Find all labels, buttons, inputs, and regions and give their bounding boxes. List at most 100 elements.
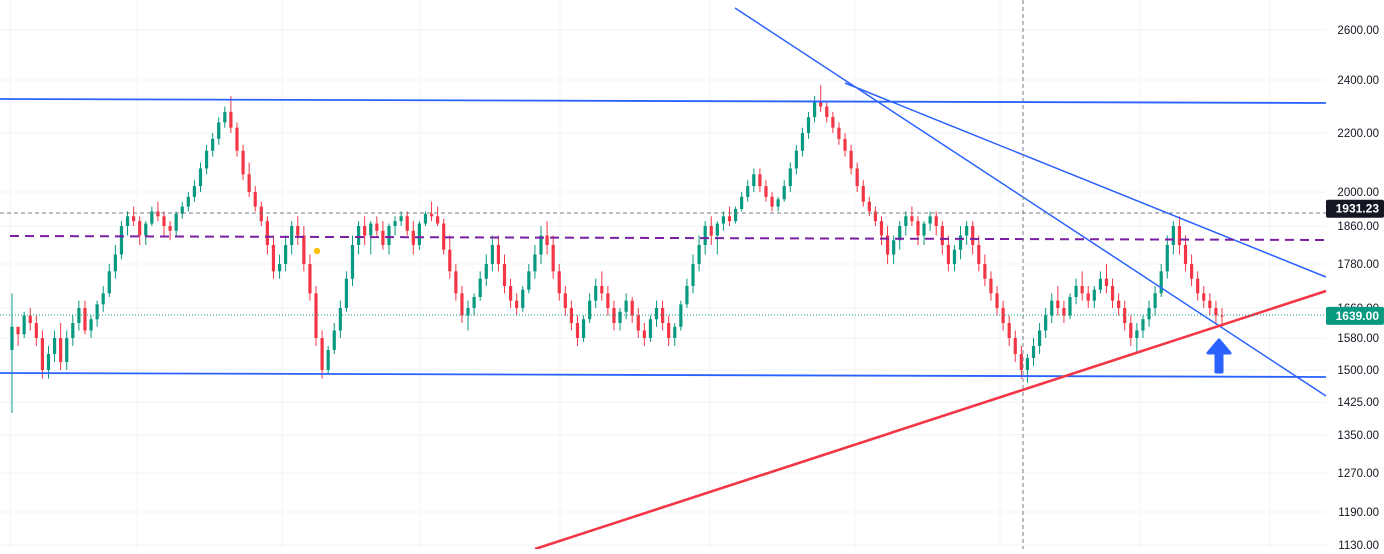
purple-dashed-level[interactable]: [9, 235, 1327, 241]
candle-body: [746, 186, 750, 197]
candle-body: [508, 286, 513, 301]
candle-body: [417, 223, 421, 245]
candle-body: [46, 354, 51, 370]
candle-body: [1037, 330, 1042, 346]
candle-body: [113, 254, 117, 272]
candle-body: [192, 186, 197, 197]
candle-body: [1220, 315, 1224, 317]
price-label-text: 1931.23: [1336, 202, 1380, 216]
candle-body: [369, 223, 373, 236]
candle-body: [885, 235, 890, 255]
candle-body: [843, 138, 847, 151]
candle-body: [247, 174, 251, 192]
candle-body: [1031, 346, 1036, 358]
candle-body: [460, 293, 464, 316]
support-line[interactable]: [0, 372, 1327, 378]
candle-body: [314, 293, 318, 338]
candle-body: [344, 278, 349, 308]
candle-body: [259, 206, 263, 222]
candle-body: [241, 150, 245, 175]
candle-body: [1086, 293, 1090, 301]
marker-dot: [313, 247, 321, 255]
candle-body: [721, 216, 726, 224]
candle-body: [867, 201, 871, 212]
candle-body: [235, 127, 239, 151]
candle-body: [1110, 286, 1115, 301]
axis-tick-label: 1425.00: [1337, 397, 1379, 409]
candle-body: [691, 264, 695, 286]
candle-body: [454, 271, 458, 294]
candle-body: [1214, 308, 1218, 316]
candle-body: [1129, 323, 1133, 338]
candles: [10, 85, 1224, 413]
candle-body: [898, 226, 902, 241]
candle-body: [95, 304, 99, 320]
candle-body: [819, 101, 823, 107]
candle-body: [740, 196, 744, 209]
price-axis[interactable]: 2600.00 2400.00 2200.00 2000.00 1860.00 1780.…: [1337, 25, 1379, 552]
candle-body: [612, 308, 616, 323]
candle-body: [1001, 308, 1005, 323]
candle-body: [1056, 300, 1060, 308]
candle-body: [16, 326, 20, 335]
candle-body: [515, 300, 519, 308]
candle-body: [1013, 338, 1017, 354]
candle-body: [132, 216, 136, 222]
candle-body: [697, 245, 701, 264]
candle-body: [879, 221, 884, 236]
candle-body: [904, 216, 908, 226]
candle-body: [423, 213, 428, 224]
candle-body: [484, 264, 488, 279]
candle-body: [636, 315, 640, 331]
candle-body: [1183, 245, 1188, 264]
candle-body: [83, 308, 87, 331]
candle-body: [733, 209, 738, 222]
descending-trendline-1[interactable]: [734, 7, 1327, 397]
candle-body: [892, 240, 896, 255]
candle-body: [107, 271, 111, 294]
axis-tick-label: 2600.00: [1337, 25, 1379, 37]
candle-body: [831, 117, 835, 128]
ascending-trendline[interactable]: [534, 289, 1327, 551]
candle-body: [1062, 308, 1066, 316]
resistance-line[interactable]: [0, 98, 1327, 104]
candle-body: [356, 226, 361, 245]
descending-trendline-2[interactable]: [844, 82, 1327, 278]
candle-body: [211, 138, 215, 151]
candle-body: [144, 223, 148, 236]
candle-body: [569, 308, 573, 323]
candle-body: [65, 338, 69, 362]
candle-body: [381, 230, 385, 245]
candle-body: [654, 308, 659, 320]
candle-body: [1019, 354, 1023, 370]
candle-body: [813, 101, 817, 118]
candle-body: [1123, 308, 1127, 323]
candle-body: [229, 111, 233, 128]
candle-body: [806, 117, 811, 133]
candle-body: [825, 106, 829, 118]
candle-body: [1104, 278, 1109, 286]
candle-body: [1117, 300, 1121, 308]
candle-body: [575, 323, 580, 338]
candle-body: [849, 150, 853, 169]
candle-body: [10, 326, 14, 350]
candle-body: [40, 338, 45, 370]
candle-body: [1165, 245, 1169, 272]
candle-body: [156, 211, 160, 217]
candle-body: [326, 350, 330, 370]
candle-body: [910, 216, 914, 222]
candle-body: [782, 186, 786, 200]
axis-tick-label: 1130.00: [1338, 540, 1379, 549]
candle-body: [606, 293, 610, 308]
axis-tick-label: 2200.00: [1337, 128, 1379, 140]
axis-tick-label: 2000.00: [1337, 187, 1379, 199]
candle-body: [989, 278, 993, 294]
candle-body: [539, 235, 543, 255]
candle-body: [399, 216, 403, 222]
up-arrow-icon[interactable]: [1206, 338, 1232, 374]
candle-body: [916, 221, 920, 236]
candle-body: [284, 245, 288, 264]
candle-body: [22, 315, 26, 335]
